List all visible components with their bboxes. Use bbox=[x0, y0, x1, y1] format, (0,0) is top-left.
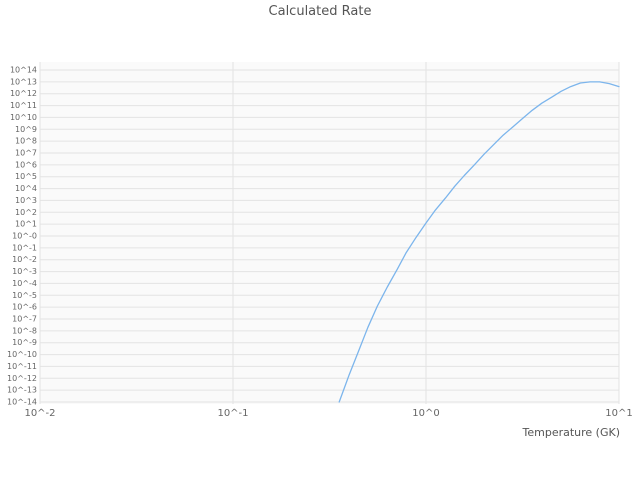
rate-line bbox=[338, 81, 620, 403]
y-tick-label: 10^5 bbox=[15, 172, 37, 181]
plot-area bbox=[40, 62, 619, 404]
y-tick-label: 10^-12 bbox=[7, 374, 37, 383]
gridlines bbox=[39, 62, 620, 404]
y-tick-label: 10^1 bbox=[15, 220, 37, 229]
y-tick-label: 10^14 bbox=[10, 66, 37, 75]
y-tick-label: 10^-11 bbox=[7, 362, 37, 371]
y-tick-label: 10^-7 bbox=[12, 315, 37, 324]
x-tick-label: 10^-1 bbox=[217, 408, 248, 419]
y-tick-label: 10^-10 bbox=[7, 350, 37, 359]
y-tick-label: 10^8 bbox=[15, 137, 37, 146]
y-tick-label: 10^-3 bbox=[12, 267, 37, 276]
x-tick-label: 10^1 bbox=[605, 408, 632, 419]
y-tick-label: 10^-9 bbox=[12, 338, 37, 347]
y-tick-label: 10^-4 bbox=[12, 279, 37, 288]
y-tick-label: 10^11 bbox=[10, 101, 37, 110]
y-tick-label: 10^-6 bbox=[12, 303, 37, 312]
x-axis-tick-labels: 10^-2 10^-1 10^0 10^1 bbox=[24, 408, 632, 419]
y-tick-label: 10^-0 bbox=[12, 232, 37, 241]
y-tick-label: 10^-5 bbox=[12, 291, 37, 300]
y-tick-label: 10^13 bbox=[10, 77, 37, 86]
y-axis-tick-labels: 10^14 10^13 10^12 10^11 10^10 10^9 10^8 10^7 10^… bbox=[7, 66, 37, 407]
y-tick-label: 10^-8 bbox=[12, 326, 37, 335]
x-tick-label: 10^-2 bbox=[24, 408, 55, 419]
x-axis-label: Temperature (GK) bbox=[522, 426, 621, 439]
y-tick-label: 10^-14 bbox=[7, 398, 37, 407]
y-tick-label: 10^3 bbox=[15, 196, 37, 205]
y-tick-label: 10^9 bbox=[15, 125, 37, 134]
y-tick-label: 10^12 bbox=[10, 89, 37, 98]
y-tick-label: 10^-13 bbox=[7, 386, 37, 395]
y-tick-label: 10^6 bbox=[15, 160, 37, 169]
x-tick-label: 10^0 bbox=[412, 408, 439, 419]
y-tick-label: 10^7 bbox=[15, 149, 37, 158]
y-tick-label: 10^-1 bbox=[12, 243, 37, 252]
chart-title: Calculated Rate bbox=[268, 4, 372, 19]
y-tick-label: 10^2 bbox=[15, 208, 37, 217]
y-tick-label: 10^10 bbox=[10, 113, 37, 122]
y-tick-label: 10^-2 bbox=[12, 255, 37, 264]
y-tick-label: 10^4 bbox=[15, 184, 37, 193]
